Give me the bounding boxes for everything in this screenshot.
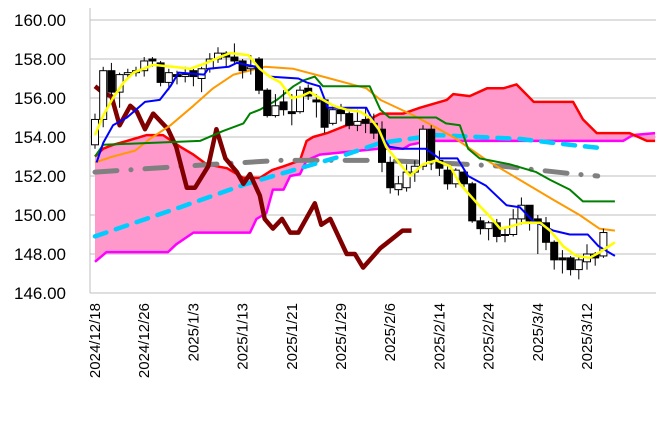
orange-ma-line <box>94 65 616 232</box>
candle-down <box>156 62 165 83</box>
y-tick-label: 156.00 <box>14 89 66 108</box>
green-ma-line <box>94 75 615 203</box>
tenkan-sen-line <box>93 51 616 260</box>
x-tick-label: 2025/1/13 <box>235 303 252 370</box>
x-tick-label: 2025/2/6 <box>382 303 399 361</box>
candle-down <box>263 89 272 117</box>
x-tick-label: 2025/2/14 <box>431 303 448 370</box>
candle-down <box>558 257 567 261</box>
x-tick-label: 2025/2/24 <box>481 303 498 370</box>
x-tick-label: 2024/12/26 <box>136 303 153 378</box>
candle-down <box>230 56 239 62</box>
candle-up <box>394 183 403 191</box>
candle-down <box>566 257 575 271</box>
candle-down <box>427 128 436 161</box>
candle-down <box>279 101 288 111</box>
candle-down <box>255 58 263 91</box>
chikou-span-line <box>93 84 412 270</box>
ichimoku-cloud <box>95 84 656 262</box>
candle-down <box>312 99 321 103</box>
candle-up <box>484 222 493 230</box>
y-tick-label: 148.00 <box>14 245 66 264</box>
candle-up <box>353 120 362 126</box>
candle-down <box>107 70 116 93</box>
candle-up <box>99 70 108 120</box>
candle-up <box>246 66 255 70</box>
candle-up <box>574 259 583 271</box>
candle-down <box>148 58 157 62</box>
x-tick-label: 2025/1/3 <box>185 303 202 361</box>
y-tick-label: 150.00 <box>14 206 66 225</box>
y-tick-label: 146.00 <box>14 284 66 303</box>
candle-down <box>386 161 395 189</box>
y-tick-label: 160.00 <box>14 11 66 30</box>
x-tick-label: 2024/12/18 <box>87 303 104 378</box>
candle-down <box>460 171 468 185</box>
candle-up <box>164 72 173 83</box>
candle-up <box>501 234 509 236</box>
candle-down <box>238 60 247 72</box>
x-tick-label: 2025/3/12 <box>579 303 596 370</box>
candle-up <box>181 74 190 78</box>
kijun-sen-line <box>95 61 616 257</box>
candle-down <box>337 109 345 115</box>
candle-down <box>443 169 452 185</box>
candle-up <box>328 109 337 124</box>
candle-down <box>542 222 550 243</box>
candle-down <box>476 220 485 230</box>
candle-up <box>271 105 280 117</box>
candle-down <box>550 241 559 261</box>
y-tick-label: 152.00 <box>14 167 66 186</box>
cyan-dashed-line <box>92 132 609 239</box>
candle-up <box>599 232 608 257</box>
candle-down <box>361 118 370 124</box>
y-tick-label: 158.00 <box>14 50 66 69</box>
x-tick-label: 2025/1/21 <box>284 303 301 370</box>
x-tick-label: 2025/1/29 <box>333 303 350 370</box>
x-tick-label: 2025/3/4 <box>530 303 547 361</box>
candle-down <box>287 111 296 115</box>
candle-down <box>345 113 354 126</box>
y-tick-label: 154.00 <box>14 128 66 147</box>
gray-dashdot-line <box>92 157 601 179</box>
candle-up <box>296 89 304 113</box>
